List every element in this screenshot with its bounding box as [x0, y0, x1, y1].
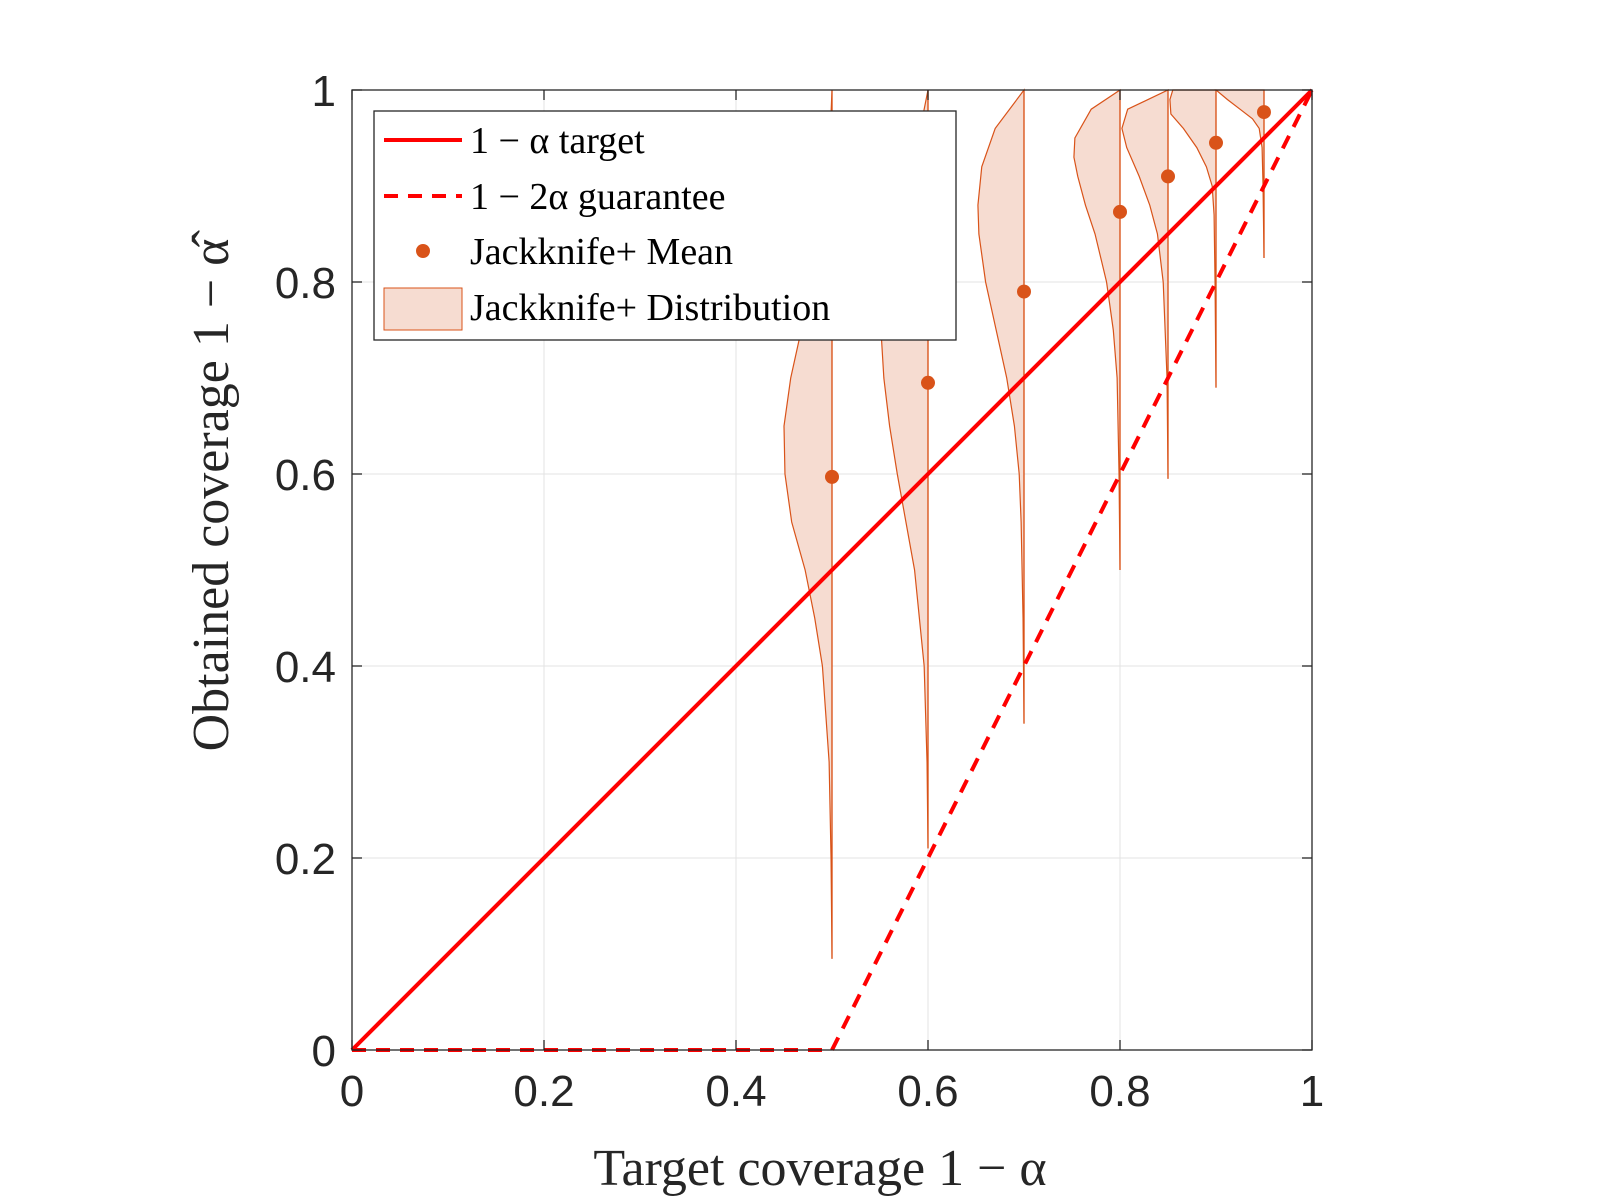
- mean-marker-1: [921, 375, 935, 390]
- legend-distribution-label: Jackknife+ Distribution: [470, 287, 830, 329]
- violin-4: [1121, 89, 1169, 479]
- y-tick-label-5: 1: [312, 67, 336, 116]
- violin-3: [1073, 88, 1121, 571]
- legend-mean-marker-swatch: [416, 244, 430, 258]
- mean-marker-6: [1257, 105, 1271, 120]
- legend-distribution-swatch: [383, 287, 463, 331]
- mean-marker-5: [1209, 135, 1223, 150]
- series-line-target: [350, 88, 1314, 1052]
- legend-target-label: 1 − α target: [470, 120, 645, 162]
- x-tick-label-4: 0.8: [1089, 1067, 1150, 1116]
- y-tick-label-1: 0.2: [275, 835, 336, 884]
- x-tick-label-3: 0.6: [897, 1067, 958, 1116]
- mean-markers: [825, 105, 1271, 484]
- axes: [351, 89, 1313, 1051]
- tick-labels: 0 0.2 0.4 0.6 0.8 1 0 0.2 0.4 0.6 0.8 1: [275, 67, 1324, 1116]
- violin-2: [977, 88, 1025, 724]
- mean-marker-0: [825, 469, 839, 484]
- y-tick-label-2: 0.4: [275, 643, 336, 692]
- mean-marker-4: [1161, 169, 1175, 184]
- x-tick-label-5: 1: [1300, 1067, 1324, 1116]
- legend: 1 − α target 1 − 2α guarantee Jackknife+…: [373, 110, 957, 341]
- y-tick-label-3: 0.6: [275, 451, 336, 500]
- axes-box: [351, 89, 1313, 1051]
- mean-marker-2: [1017, 284, 1031, 299]
- x-tick-label-1: 0.2: [513, 1067, 574, 1116]
- x-tick-label-2: 0.4: [705, 1067, 766, 1116]
- legend-guarantee-label: 1 − 2α guarantee: [470, 176, 726, 218]
- violin-5: [1169, 89, 1217, 388]
- legend-mean-label: Jackknife+ Mean: [470, 231, 733, 273]
- y-tick-label-0: 0: [312, 1027, 336, 1076]
- mean-marker-3: [1113, 204, 1127, 219]
- x-tick-label-0: 0: [340, 1067, 364, 1116]
- y-axis-label: Obtained coverage 1 − α̂: [183, 230, 240, 752]
- y-tick-label-4: 0.8: [275, 259, 336, 308]
- legend-box: [373, 110, 957, 341]
- x-axis-label: Target coverage 1 − α: [593, 1140, 1046, 1197]
